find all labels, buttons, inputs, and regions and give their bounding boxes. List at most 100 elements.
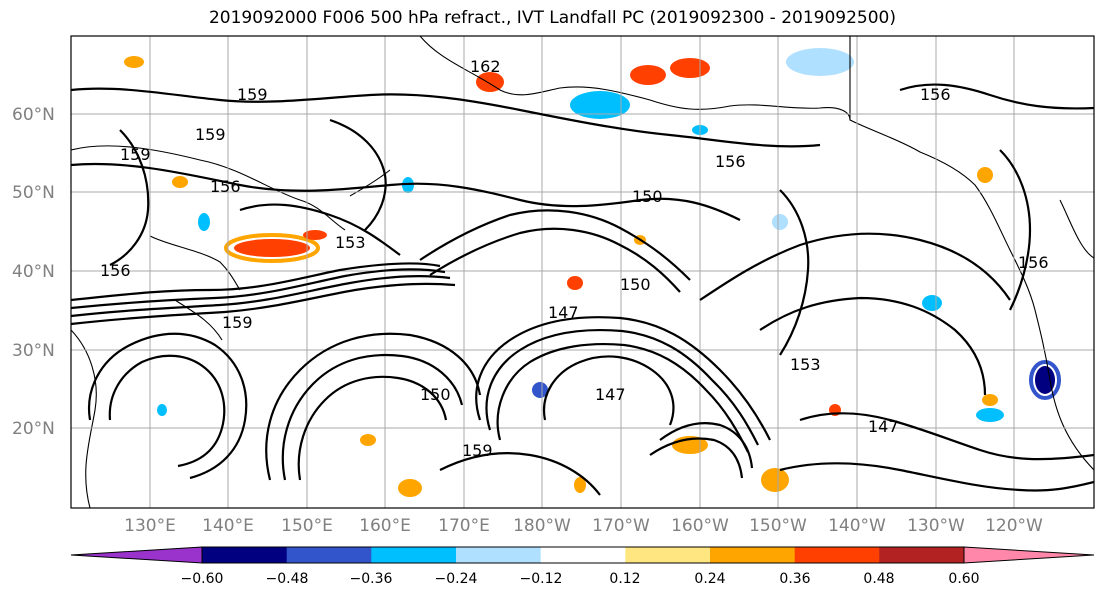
contour-line [485, 329, 759, 446]
contour-line [999, 149, 1032, 311]
lat-label: 50°N [12, 183, 55, 203]
anomaly-patch [224, 233, 320, 263]
anomaly-patch [303, 230, 327, 240]
contour-label: 147 [595, 385, 626, 404]
coastline-path [349, 169, 391, 197]
contour-line [87, 332, 248, 480]
refractivity-contours [71, 83, 1094, 496]
contour-label: 150 [632, 187, 663, 206]
anomaly-patch [172, 176, 188, 188]
colorbar-tick: −0.24 [435, 571, 478, 587]
contour-label: 159 [120, 145, 151, 164]
contour-line [542, 355, 675, 426]
colorbar-tick: 0.12 [609, 571, 640, 587]
contour-line [71, 282, 456, 326]
anomaly-patch [574, 477, 586, 493]
coastlines [71, 36, 1094, 508]
anomaly-patch [398, 479, 422, 497]
contour-line [281, 353, 464, 481]
anomaly-patch [360, 434, 376, 446]
colorbar-segment [371, 547, 457, 563]
anomaly-patch [198, 213, 210, 231]
colorbar-tick: 0.48 [863, 571, 894, 587]
colorbar: −0.60 −0.48 −0.36 −0.24 −0.12 0.12 0.24 … [70, 546, 1095, 587]
lon-label: 120°W [985, 516, 1043, 536]
lon-label: 150°W [749, 516, 807, 536]
colorbar-segment [625, 547, 711, 563]
contour-label: 156 [715, 152, 746, 171]
colorbar-segment [202, 547, 288, 563]
contour-label: 159 [195, 125, 226, 144]
colorbar-tick: 0.60 [948, 571, 979, 587]
anomaly-patch [476, 72, 504, 92]
colorbar-segment [879, 547, 965, 563]
lon-label: 140°W [828, 516, 886, 536]
colorbar-ticks: −0.60 −0.48 −0.36 −0.24 −0.12 0.12 0.24 … [181, 571, 980, 587]
anomaly-patch [982, 394, 998, 406]
coastline-path [149, 235, 241, 291]
contour-line [779, 462, 1094, 492]
contour-label: 147 [548, 303, 579, 322]
anomaly-patch [786, 48, 854, 76]
contour-line [699, 232, 1011, 301]
contour-label: 150 [420, 385, 451, 404]
contour-line [649, 437, 744, 479]
anomaly-patch [124, 56, 144, 68]
lat-label: 60°N [12, 105, 55, 125]
anomaly-patch [157, 404, 167, 416]
colorbar-tick: −0.36 [350, 571, 393, 587]
lon-label: 130°W [907, 516, 965, 536]
colorbar-tick: 0.36 [779, 571, 810, 587]
lon-label: 180°W [513, 516, 571, 536]
colorbar-segment [286, 547, 372, 563]
contour-line [429, 227, 681, 293]
lon-label: 140°E [202, 516, 254, 536]
contour-label: 159 [462, 441, 493, 460]
contour-line [659, 422, 754, 469]
colorbar-segment [964, 547, 1094, 563]
lon-label: 170°W [592, 516, 650, 536]
lon-label: 130°E [124, 516, 176, 536]
colorbar-tick: 0.24 [694, 571, 725, 587]
colorbar-segment [540, 547, 626, 563]
anomaly-patch [922, 295, 942, 311]
colorbar-tick: −0.12 [520, 571, 563, 587]
anomaly-patch [532, 382, 548, 398]
contour-label: 147 [868, 417, 899, 436]
contour-label: 162 [470, 57, 501, 76]
contour-line [71, 162, 741, 221]
lat-label: 30°N [12, 341, 55, 361]
contour-line [71, 87, 821, 148]
anomaly-patch [234, 239, 310, 257]
contour-line [108, 354, 226, 468]
contour-label: 156 [210, 177, 241, 196]
anomaly-patch [977, 167, 993, 183]
coastline-path [71, 329, 97, 508]
contour-line [496, 342, 749, 453]
colorbar-tick: −0.60 [181, 571, 224, 587]
colorbar-segment [710, 547, 796, 563]
coastline-path [1059, 199, 1094, 259]
lon-label: 160°W [671, 516, 729, 536]
contour-line [799, 412, 1094, 461]
colorbar-segment [456, 547, 542, 563]
lat-label: 20°N [12, 419, 55, 439]
lon-label: 170°E [438, 516, 490, 536]
contour-line [71, 268, 446, 310]
contour-labels: 162 159 159 159 156 156 156 156 153 150 … [100, 57, 1049, 460]
map-title: 2019092000 F006 500 hPa refract., IVT La… [208, 8, 896, 28]
contour-line [71, 262, 441, 302]
anomaly-patch [670, 58, 710, 78]
coastline-path [419, 36, 851, 121]
contour-line [265, 332, 482, 481]
anomaly-patch [567, 276, 583, 290]
contour-line [109, 129, 150, 266]
lon-labels: 130°E 140°E 150°E 160°E 170°E 180°W 170°… [124, 516, 1043, 536]
colorbar-tick: −0.48 [266, 571, 309, 587]
coastline-path [174, 299, 223, 341]
contour-line [239, 203, 401, 256]
contour-label: 150 [620, 275, 651, 294]
colorbar-segment [794, 547, 880, 563]
colorbar-extend-high [963, 546, 1095, 564]
